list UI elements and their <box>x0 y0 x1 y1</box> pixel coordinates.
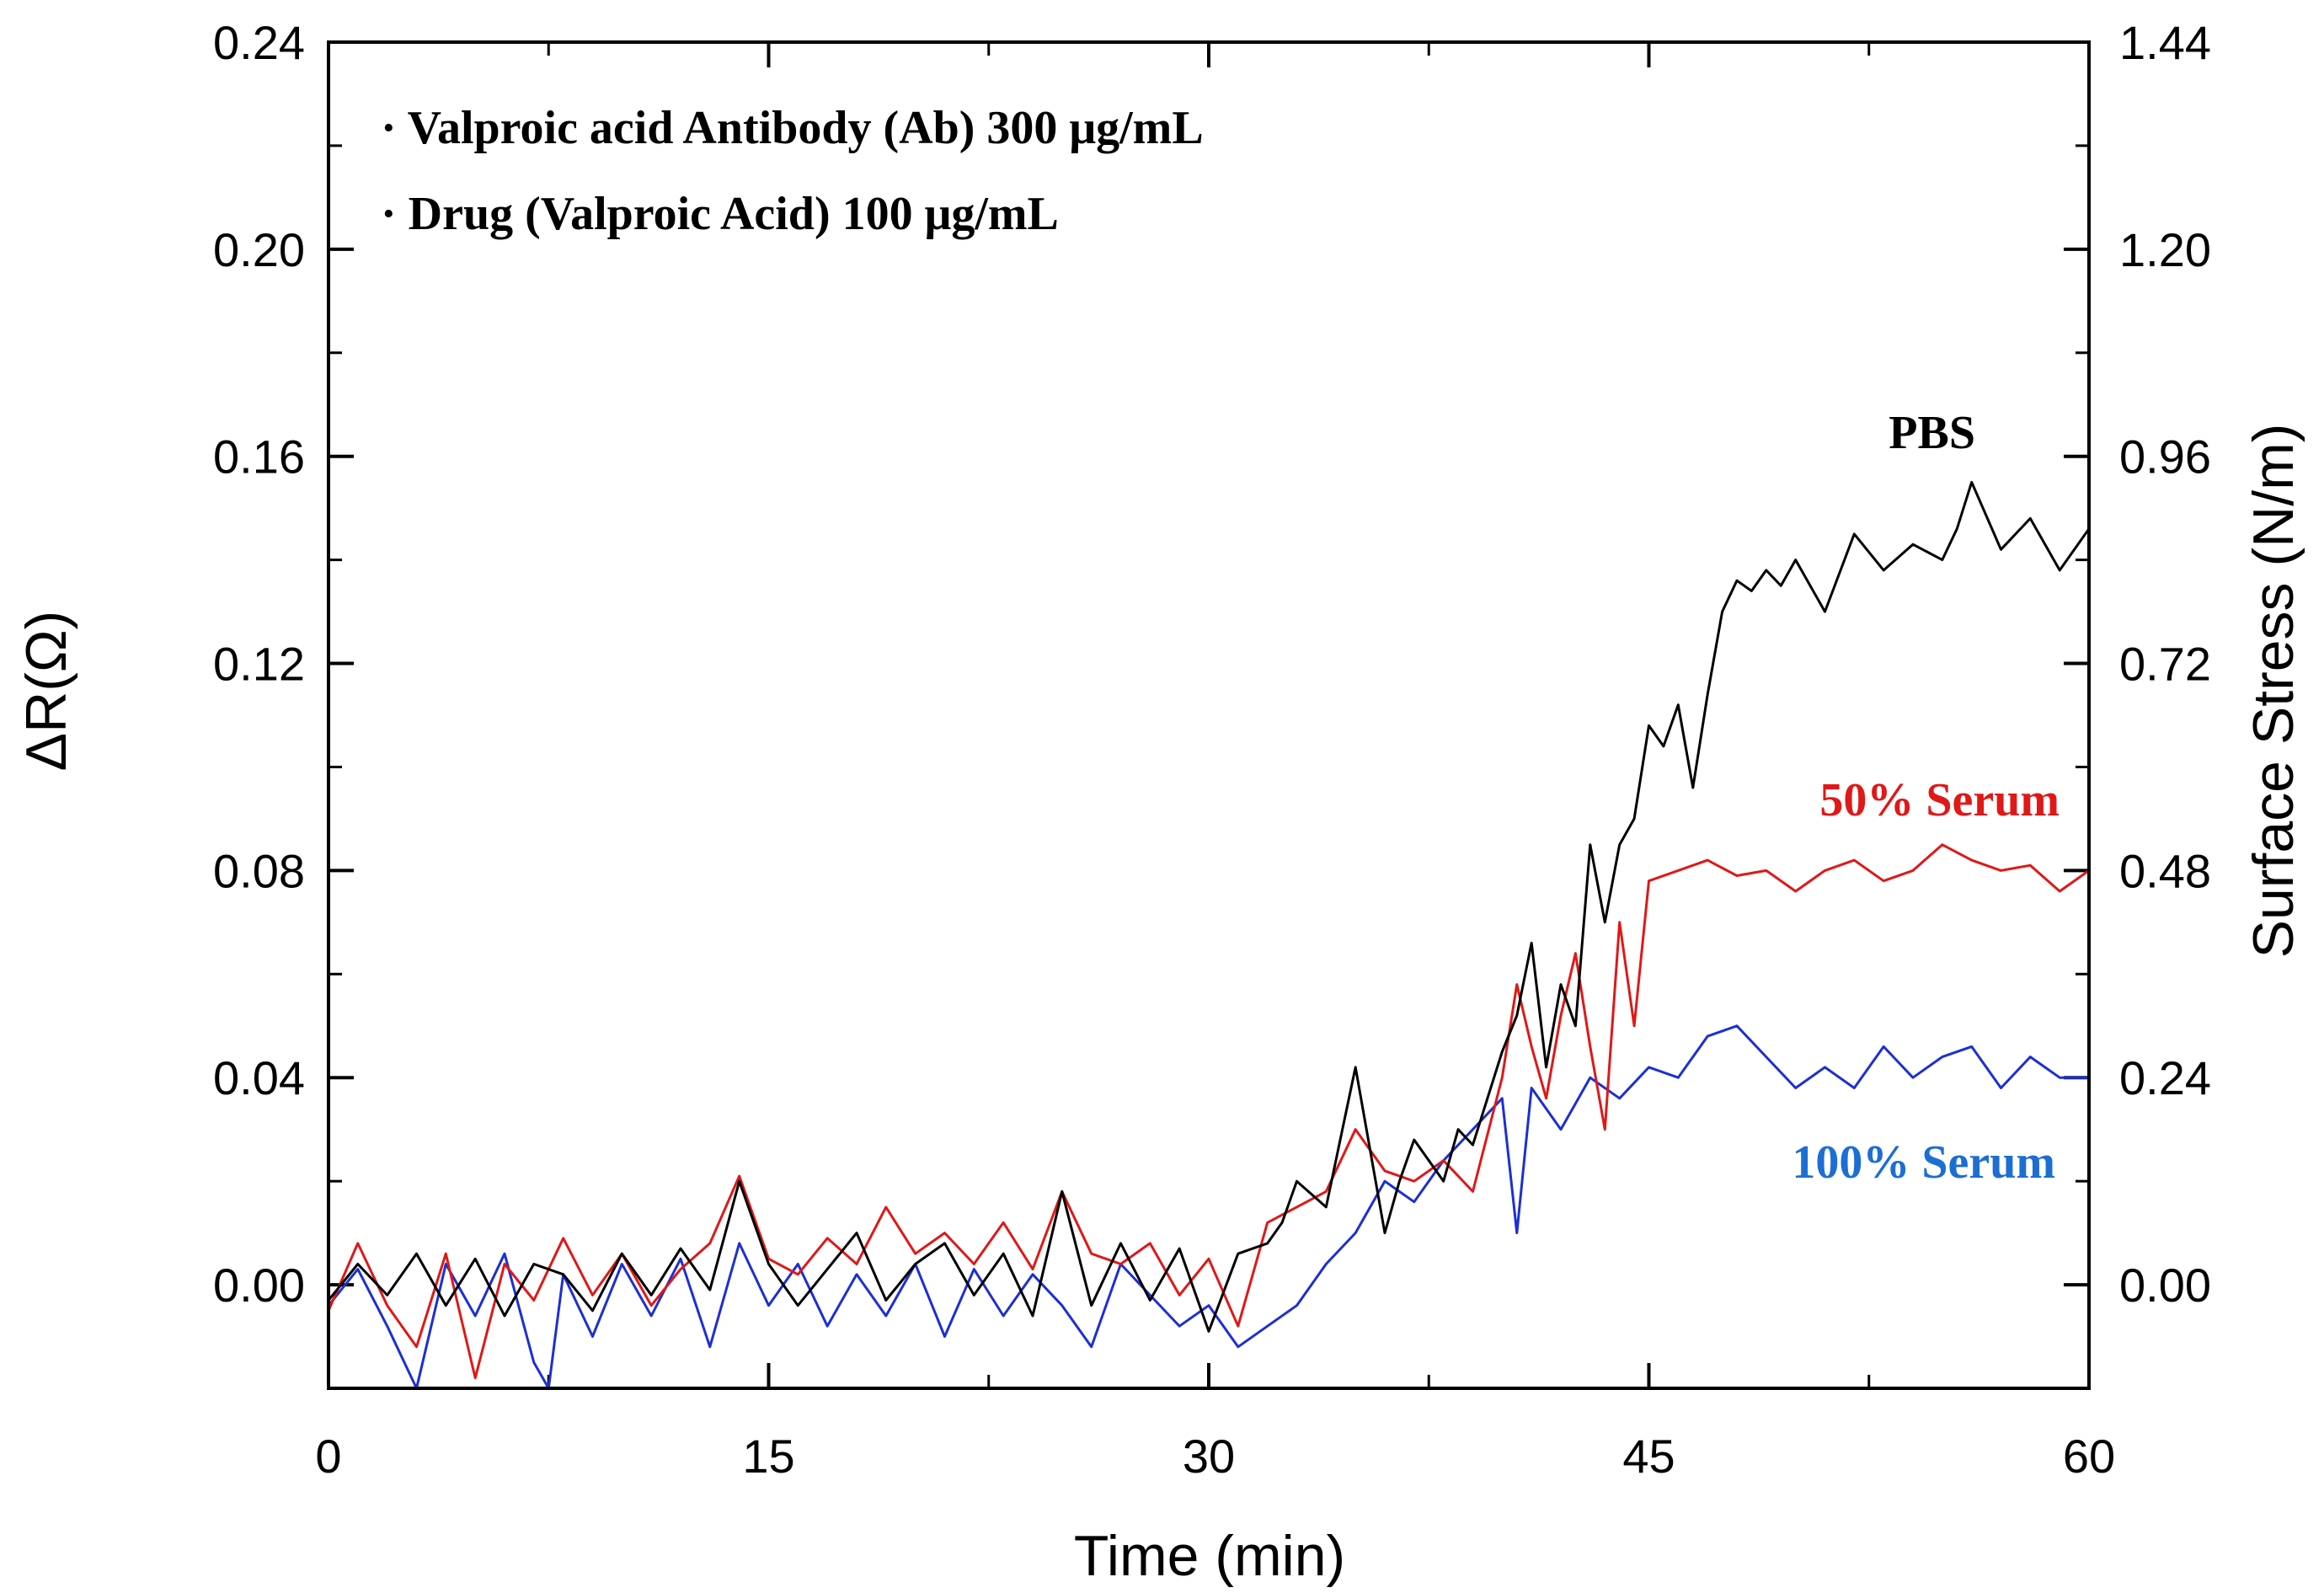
y-tick-label: 0.24 <box>213 16 305 69</box>
series-line-50-serum <box>327 843 2090 1380</box>
x-tick-label: 45 <box>1622 1430 1675 1483</box>
y2-axis-title: Surface Stress (N/m) <box>2241 424 2305 959</box>
x-axis-title: Time (min) <box>1074 1524 1345 1588</box>
y-tick-label: 0.16 <box>213 430 305 484</box>
x-tick-label: 60 <box>2063 1430 2115 1483</box>
plot-frame <box>327 40 2091 1390</box>
x-tick-label: 0 <box>315 1430 341 1483</box>
y-axis-title: ΔR(Ω) <box>14 611 78 772</box>
y2-tick-label: 0.00 <box>2119 1259 2211 1312</box>
y2-tick-label: 1.20 <box>2119 223 2211 276</box>
y-tick-label: 0.04 <box>213 1051 305 1104</box>
y-tick-label: 0.12 <box>213 638 305 691</box>
y2-tick-label: 0.96 <box>2119 430 2211 484</box>
y2-tick-label: 0.72 <box>2119 638 2211 691</box>
series-label-pbs: PBS <box>1889 407 1975 459</box>
y-tick-label: 0.20 <box>213 223 305 276</box>
tick-labels: 0 15 30 45 60 0.00 0.04 0.08 0.12 0.16 0.20 0.24 0.0… <box>213 16 2211 1483</box>
series-label-50-serum: 50% Serum <box>1819 774 2060 826</box>
y-tick-label: 0.08 <box>213 844 305 897</box>
series-lines <box>327 480 2091 1390</box>
annotation-drug: · Drug (Valproic Acid) 100 μg/mL <box>381 188 1059 240</box>
x-tick-label: 15 <box>742 1430 794 1483</box>
y2-tick-label: 0.24 <box>2119 1051 2211 1104</box>
y2-tick-label: 1.44 <box>2119 16 2211 69</box>
series-line-pbs <box>327 480 2091 1333</box>
series-label-100-serum: 100% Serum <box>1792 1136 2055 1189</box>
y-tick-label: 0.00 <box>213 1259 305 1312</box>
y2-tick-label: 0.48 <box>2119 844 2211 897</box>
x-tick-label: 30 <box>1183 1430 1235 1483</box>
series-line-100-serum <box>327 1024 2089 1390</box>
annotation-antibody: · Valproic acid Antibody (Ab) 300 μg/mL <box>381 102 1204 154</box>
